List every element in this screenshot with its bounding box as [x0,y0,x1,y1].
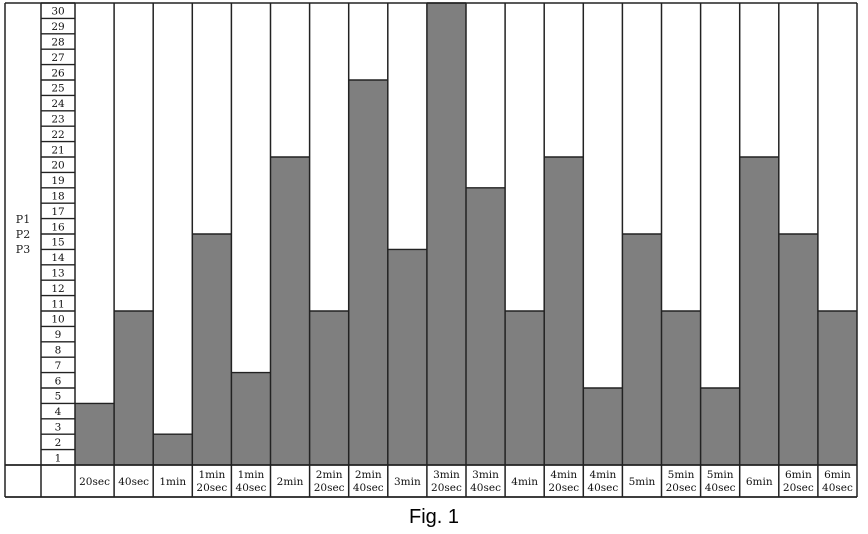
bar [661,311,701,465]
bar [270,157,310,465]
series-label-p1: P1 [15,213,31,226]
category-label: 40sec [587,482,618,494]
category-label: 4min [511,476,538,488]
ytick-label: 19 [51,175,64,187]
bar [192,234,232,465]
bar [231,372,271,465]
ytick-label: 23 [51,114,64,126]
category-label: 6min [746,476,773,488]
category-label: 2min [355,469,382,481]
bar [153,434,193,465]
category-label: 3min [472,469,499,481]
category-label: 5min [668,469,695,481]
category-label: 20sec [431,482,462,494]
bar [75,403,115,465]
ytick-label: 10 [51,314,64,326]
category-label: 3min [394,476,421,488]
category-label: 20sec [196,482,227,494]
ytick-label: 15 [51,237,64,249]
category-label: 5min [629,476,656,488]
ytick-label: 28 [51,37,64,49]
category-label: 5min [707,469,734,481]
category-label: 40sec [118,476,149,488]
ytick-label: 5 [55,391,62,403]
ytick-label: 9 [55,329,62,341]
ytick-label: 16 [51,221,65,233]
category-label: 1min [238,469,265,481]
series-labels: P1 P2 P3 [6,212,40,257]
bar [387,249,427,465]
category-label: 2min [277,476,304,488]
ytick-label: 2 [55,437,62,449]
bar [739,157,779,465]
category-label: 4min [589,469,616,481]
series-label-p3: P3 [15,243,31,256]
ytick-label: 12 [51,283,64,295]
category-label: 6min [824,469,851,481]
figure-caption: Fig. 1 [408,506,460,528]
ytick-label: 11 [51,298,64,310]
bar [778,234,818,465]
category-label: 2min [316,469,343,481]
category-label: 20sec [783,482,814,494]
ytick-label: 26 [51,67,65,79]
bar [348,80,388,465]
ytick-label: 13 [51,268,64,280]
ytick-label: 18 [51,191,64,203]
ytick-label: 30 [51,6,64,18]
category-label: 40sec [236,482,267,494]
category-label: 4min [550,469,577,481]
category-label: 20sec [314,482,345,494]
category-label: 40sec [470,482,501,494]
ytick-label: 1 [55,452,62,464]
ytick-label: 24 [51,98,65,110]
category-label: 3min [433,469,460,481]
category-label: 40sec [353,482,384,494]
bar [817,311,857,465]
ytick-label: 25 [51,83,64,95]
bar [114,311,154,465]
bar [700,388,740,465]
bar [309,311,349,465]
ytick-label: 6 [55,375,62,387]
series-label-p2: P2 [15,228,31,241]
ytick-label: 8 [55,345,62,357]
ytick-label: 14 [51,252,65,264]
bar [466,187,506,466]
category-label: 40sec [705,482,736,494]
ytick-label: 17 [51,206,64,218]
ytick-label: 21 [51,144,64,156]
ytick-label: 7 [55,360,62,372]
bar-chart: 1234567891011121314151617181920212223242… [4,2,858,498]
category-label: 40sec [822,482,853,494]
ytick-label: 22 [51,129,64,141]
category-label: 20sec [79,476,110,488]
ytick-label: 27 [51,52,64,64]
category-label: 20sec [666,482,697,494]
bar [544,157,584,465]
bar [622,234,662,465]
bar [505,311,545,465]
category-label: 20sec [548,482,579,494]
category-label: 1min [159,476,186,488]
ytick-label: 29 [51,21,64,33]
ytick-label: 4 [55,406,62,418]
ytick-label: 20 [51,160,64,172]
ytick-label: 3 [55,422,62,434]
category-label: 1min [198,469,225,481]
bar [583,388,623,465]
bar [426,3,466,465]
category-label: 6min [785,469,812,481]
